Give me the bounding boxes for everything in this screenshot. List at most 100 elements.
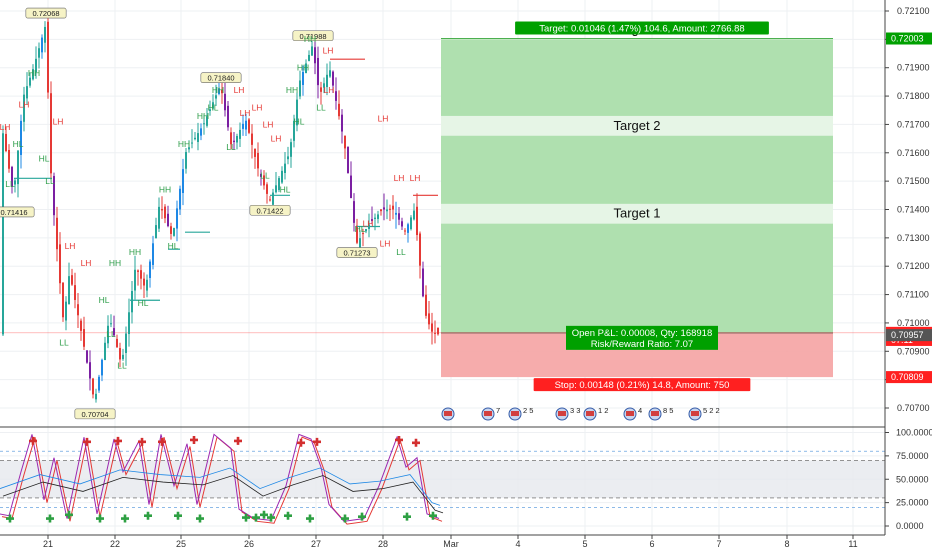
candle-body [131, 291, 133, 313]
event-markers[interactable]: 7 2 5 3 3 1 2 4 8 5 5 2 2 [441, 406, 720, 421]
candle-body [167, 213, 169, 227]
structure-label: LH [324, 85, 335, 95]
structure-labels: 0.72068 0.71416 0.70704 0.71840 0.71422 0.719… [0, 7, 421, 420]
candle-body [182, 169, 184, 194]
candle-body [419, 233, 421, 266]
candle-body [38, 48, 40, 58]
flag-stripe [444, 411, 452, 416]
candle-body [371, 219, 373, 221]
candle-body [380, 209, 382, 212]
x-tick-label: 27 [311, 539, 321, 549]
structure-label: LL [5, 179, 15, 189]
candle-body [89, 362, 91, 379]
candle-body [347, 146, 349, 174]
candle-body [17, 150, 19, 185]
candle-body [236, 135, 238, 143]
candle-body [278, 178, 280, 191]
candle-body [83, 329, 85, 347]
structure-label: HL [138, 298, 149, 308]
price-tag: 0.70809 [891, 372, 924, 382]
y-tick-label: 0.71200 [897, 261, 930, 271]
y-tick-label: 0.71000 [897, 318, 930, 328]
buy-signal [252, 513, 260, 522]
buy-signal [144, 511, 152, 520]
swing-box [0, 206, 35, 218]
osc-y-tick-label: 0.0000 [896, 521, 924, 531]
candle-body [275, 185, 277, 193]
osc-black-line [2, 475, 444, 514]
y-tick-label: 0.71300 [897, 233, 930, 243]
candle-body [212, 102, 214, 109]
price-tag-box [886, 32, 932, 45]
candle-body [338, 103, 340, 117]
candle-body [176, 208, 178, 229]
structure-label: HH [178, 139, 190, 149]
structure-label: LL [226, 142, 236, 152]
candle-body [71, 275, 73, 285]
candle-body [287, 156, 289, 160]
buy-signal [196, 514, 204, 523]
y-tick-label: 0.71100 [897, 290, 929, 300]
candle-body [233, 140, 235, 143]
candle-body [2, 133, 4, 335]
candle-body [35, 58, 37, 73]
candle-body [203, 123, 205, 125]
flag-stripe [586, 411, 594, 416]
candle-body [308, 54, 310, 61]
candle-body [56, 217, 58, 250]
candle-body [143, 278, 145, 286]
candle-body [62, 282, 64, 318]
candle-body [218, 88, 220, 94]
candle-body [320, 87, 322, 92]
candle-body [44, 26, 46, 43]
target-zone-label: Target 2 [614, 118, 661, 133]
stop-label: Stop: 0.00148 (0.21%) 14.8, Amount: 750 [555, 380, 730, 391]
candle-body [11, 166, 13, 187]
swing-box [25, 7, 67, 19]
candle-body [422, 268, 424, 297]
flag-stripe [651, 411, 659, 416]
candle-body [74, 285, 76, 300]
x-tick-label: 11 [848, 539, 857, 549]
swing-value: 0.70704 [81, 410, 108, 419]
candle-body [389, 208, 391, 210]
candle-body [272, 192, 274, 205]
structure-label: LH [378, 114, 389, 124]
swing-value: 0.71273 [343, 249, 370, 258]
candle-body [53, 176, 55, 216]
candle-body [245, 120, 247, 130]
candle-body [227, 105, 229, 128]
y-tick-label: 0.70900 [897, 346, 930, 356]
buy-signal [341, 514, 349, 523]
target-zone-3 [441, 39, 833, 116]
candle-body [98, 376, 100, 391]
target-zone-2 [441, 135, 833, 204]
buy-signal [429, 511, 437, 520]
structure-label: HL [99, 295, 110, 305]
structure-label: LH [394, 173, 405, 183]
candle-body [200, 128, 202, 136]
candle-body [329, 70, 331, 77]
candle-body [116, 338, 118, 348]
candle-body [59, 244, 61, 284]
candle-body [239, 129, 241, 139]
structure-label: HH [197, 111, 209, 121]
swing-box [74, 408, 116, 420]
candle-body [107, 325, 109, 344]
structure-label: HH [297, 63, 309, 73]
candle-body [269, 199, 271, 201]
pnl-label: Open P&L: 0.00008, Qty: 168918 [572, 328, 713, 339]
candle-body [161, 209, 163, 211]
structure-label: LH [263, 119, 274, 129]
structure-label: LH [410, 173, 421, 183]
structure-label: LH [271, 133, 282, 143]
candle-body [260, 173, 262, 177]
structure-label: LL [45, 176, 55, 186]
event-count: 7 [496, 406, 500, 415]
structure-label: LH [252, 102, 263, 112]
swing-box [292, 30, 334, 42]
price-tag: 0.70957 [891, 330, 924, 340]
structure-label: LH [53, 116, 64, 126]
osc-d-line [0, 433, 440, 522]
